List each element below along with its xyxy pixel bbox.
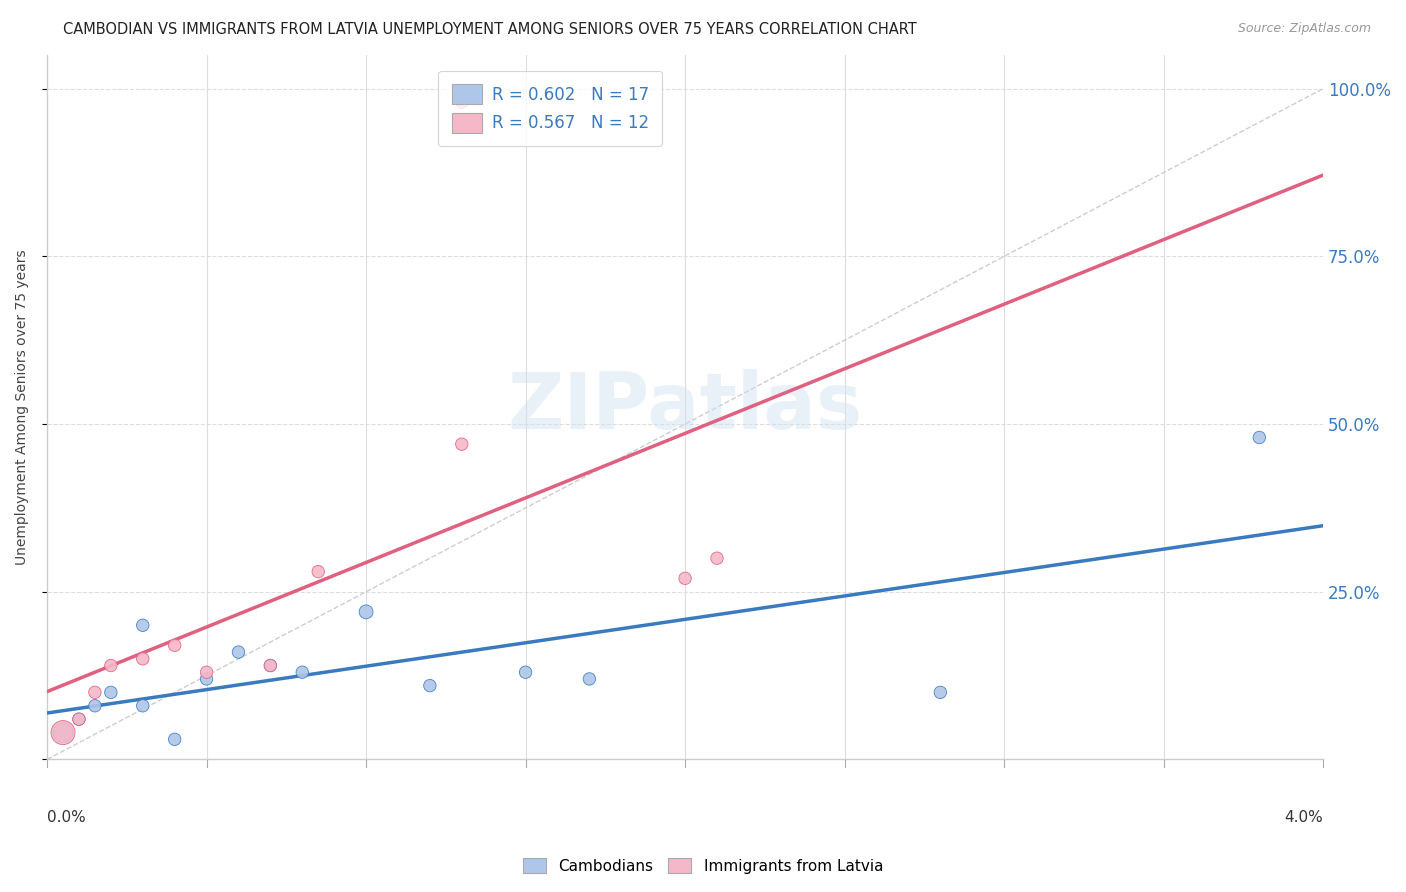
Point [163, 732, 186, 747]
Text: CAMBODIAN VS IMMIGRANTS FROM LATVIA UNEMPLOYMENT AMONG SENIORS OVER 75 YEARS COR: CAMBODIAN VS IMMIGRANTS FROM LATVIA UNEM… [63, 22, 917, 37]
Point [132, 652, 155, 666]
Point [84, 698, 107, 713]
Point [84, 685, 107, 699]
Text: 4.0%: 4.0% [1285, 810, 1323, 825]
Point [515, 665, 537, 680]
Point [1249, 430, 1271, 444]
Text: Source: ZipAtlas.com: Source: ZipAtlas.com [1237, 22, 1371, 36]
Point [52, 725, 75, 739]
Point [67, 712, 90, 726]
Point [706, 551, 728, 566]
Text: ZIPatlas: ZIPatlas [508, 369, 863, 445]
Y-axis label: Unemployment Among Seniors over 75 years: Unemployment Among Seniors over 75 years [15, 250, 30, 566]
Point [228, 645, 250, 659]
Point [195, 665, 218, 680]
Point [100, 685, 122, 699]
Point [259, 658, 281, 673]
Point [419, 679, 441, 693]
Point [450, 437, 472, 451]
Point [929, 685, 952, 699]
Point [354, 605, 377, 619]
Point [52, 725, 75, 739]
Point [132, 618, 155, 632]
Point [100, 658, 122, 673]
Point [673, 571, 696, 585]
Point [163, 639, 186, 653]
Point [578, 672, 600, 686]
Text: 0.0%: 0.0% [46, 810, 86, 825]
Legend: Cambodians, Immigrants from Latvia: Cambodians, Immigrants from Latvia [517, 852, 889, 880]
Point [259, 658, 281, 673]
Legend: R = 0.602   N = 17, R = 0.567   N = 12: R = 0.602 N = 17, R = 0.567 N = 12 [439, 70, 662, 146]
Point [291, 665, 314, 680]
Point [67, 712, 90, 726]
Point [132, 698, 155, 713]
Point [195, 672, 218, 686]
Point [307, 565, 329, 579]
Point [450, 95, 472, 109]
